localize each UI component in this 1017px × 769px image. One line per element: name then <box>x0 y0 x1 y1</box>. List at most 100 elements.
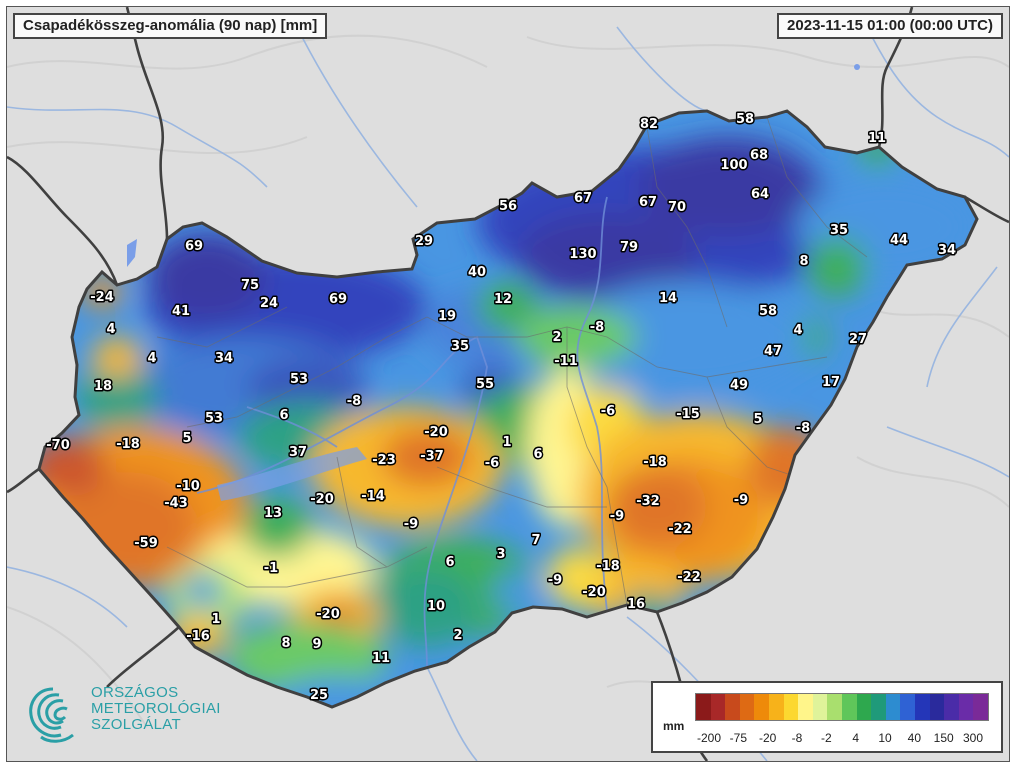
lake-balaton <box>217 447 367 501</box>
station-value-label: 5 <box>753 412 762 427</box>
legend-tick-label: 10 <box>878 731 892 745</box>
station-value-label: 100 <box>720 158 747 173</box>
station-value-label: 5 <box>182 431 191 446</box>
legend-tick-label: -20 <box>758 731 777 745</box>
logo-text: ORSZÁGOS METEOROLÓGIAI SZOLGÁLAT <box>91 685 221 733</box>
legend-swatch <box>973 694 988 720</box>
legend-swatch <box>929 694 945 720</box>
station-value-label: 1 <box>211 612 220 627</box>
legend-tick-label: -75 <box>729 731 747 745</box>
station-value-label: 10 <box>427 599 445 614</box>
legend-swatch <box>768 694 784 720</box>
legend-swatch <box>783 694 799 720</box>
station-value-label: 4 <box>793 323 802 338</box>
station-value-label: -23 <box>372 453 396 468</box>
legend-tick-label: -8 <box>791 731 803 745</box>
station-value-label: 4 <box>147 351 156 366</box>
logo-line: SZOLGÁLAT <box>91 716 181 733</box>
legend-swatch <box>885 694 901 720</box>
station-value-label: 130 <box>569 247 596 262</box>
station-value-label: -20 <box>424 425 448 440</box>
station-value-label: -70 <box>46 438 70 453</box>
legend-swatch <box>696 694 711 720</box>
station-value-label: 35 <box>830 223 848 238</box>
legend-tick-label: 40 <box>907 731 922 745</box>
legend-tick-label: -2 <box>820 731 832 745</box>
county-borders <box>156 116 868 606</box>
logo-line: ORSZÁGOS <box>91 684 179 701</box>
station-value-label: -18 <box>116 437 140 452</box>
station-value-label: 24 <box>260 296 278 311</box>
station-value-label: -16 <box>186 629 210 644</box>
legend-swatch <box>725 694 740 720</box>
station-value-label: 13 <box>264 506 282 521</box>
station-value-label: 64 <box>751 187 769 202</box>
station-value-label: 19 <box>438 309 456 324</box>
legend-swatch <box>914 694 930 720</box>
station-value-label: 67 <box>574 191 592 206</box>
station-value-label: -11 <box>554 354 578 369</box>
legend-swatch <box>958 694 974 720</box>
station-value-label: -59 <box>134 536 158 551</box>
legend-swatch <box>841 694 857 720</box>
station-value-label: 68 <box>750 148 768 163</box>
station-value-label: 4 <box>106 322 115 337</box>
station-value-label: -24 <box>90 290 114 305</box>
legend-swatch <box>900 694 915 720</box>
station-value-label: 58 <box>736 112 754 127</box>
station-value-label: 53 <box>290 372 308 387</box>
station-value-label: -6 <box>485 456 499 471</box>
station-value-label: -9 <box>404 517 418 532</box>
station-value-label: 11 <box>372 651 390 666</box>
map-title: Csapadékösszeg-anomália (90 nap) [mm] <box>13 13 328 39</box>
station-value-label: 40 <box>468 265 486 280</box>
logo-line: METEOROLÓGIAI <box>91 700 221 717</box>
station-value-label: 6 <box>533 447 542 462</box>
station-value-label: 18 <box>94 379 112 394</box>
legend-swatch <box>710 694 726 720</box>
station-value-label: -10 <box>176 479 200 494</box>
station-value-label: 14 <box>659 291 677 306</box>
legend-tick-label: 300 <box>962 731 984 745</box>
station-value-label: -18 <box>596 559 620 574</box>
rivers <box>7 26 1009 761</box>
station-value-label: 3 <box>496 547 505 562</box>
station-value-label: -6 <box>601 404 615 419</box>
station-value-label: 44 <box>890 233 908 248</box>
station-value-label: -8 <box>347 394 361 409</box>
station-value-label: 56 <box>499 199 517 214</box>
met-service-logo: ORSZÁGOS METEOROLÓGIAI SZOLGÁLAT <box>23 681 223 751</box>
station-value-label: 8 <box>799 254 808 269</box>
station-value-label: -20 <box>582 585 606 600</box>
legend-tick-label: 4 <box>852 731 859 745</box>
neighbour-borders <box>7 7 1009 761</box>
legend-swatch <box>871 694 886 720</box>
station-value-label: 79 <box>620 240 638 255</box>
legend-swatch <box>798 694 813 720</box>
station-value-label: 2 <box>453 628 462 643</box>
station-value-label: 6 <box>279 408 288 423</box>
map-frame: 82 58 11 68 100 64 67 67 70 56 35 44 34 29 130 79 8 69 40 7… <box>6 6 1010 762</box>
station-value-label: -20 <box>316 607 340 622</box>
station-value-label: 12 <box>494 292 512 307</box>
map-timestamp: 2023-11-15 01:00 (00:00 UTC) <box>777 13 1003 39</box>
station-value-label: 2 <box>552 330 561 345</box>
station-value-label: -8 <box>796 421 810 436</box>
station-value-label: 7 <box>531 533 540 548</box>
station-value-label: -22 <box>668 522 692 537</box>
station-value-label: 27 <box>849 332 867 347</box>
legend-color-bar <box>695 693 989 721</box>
station-value-label: 41 <box>172 304 190 319</box>
legend-tick-label: 150 <box>933 731 954 745</box>
legend-swatch <box>754 694 769 720</box>
station-value-label: 29 <box>415 234 433 249</box>
station-value-label: 35 <box>451 339 469 354</box>
legend-swatch <box>827 694 842 720</box>
station-value-label: 37 <box>289 445 307 460</box>
station-value-label: 70 <box>668 200 686 215</box>
station-value-label: 69 <box>329 292 347 307</box>
station-value-label: 34 <box>215 351 233 366</box>
legend-swatch <box>812 694 828 720</box>
